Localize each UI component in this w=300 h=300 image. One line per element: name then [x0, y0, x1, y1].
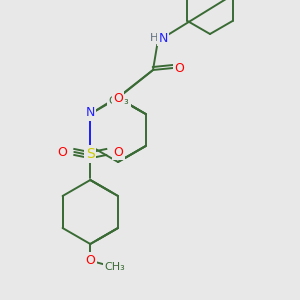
Text: S: S	[86, 147, 95, 161]
Text: H: H	[150, 33, 158, 43]
Text: N: N	[85, 106, 95, 119]
Text: O: O	[113, 146, 123, 158]
Text: O: O	[113, 92, 123, 104]
Text: CH₃: CH₃	[104, 262, 125, 272]
Text: CH₃: CH₃	[109, 96, 130, 106]
Text: O: O	[85, 254, 95, 266]
Text: O: O	[57, 146, 67, 158]
Text: O: O	[174, 61, 184, 74]
Text: N: N	[158, 32, 168, 44]
